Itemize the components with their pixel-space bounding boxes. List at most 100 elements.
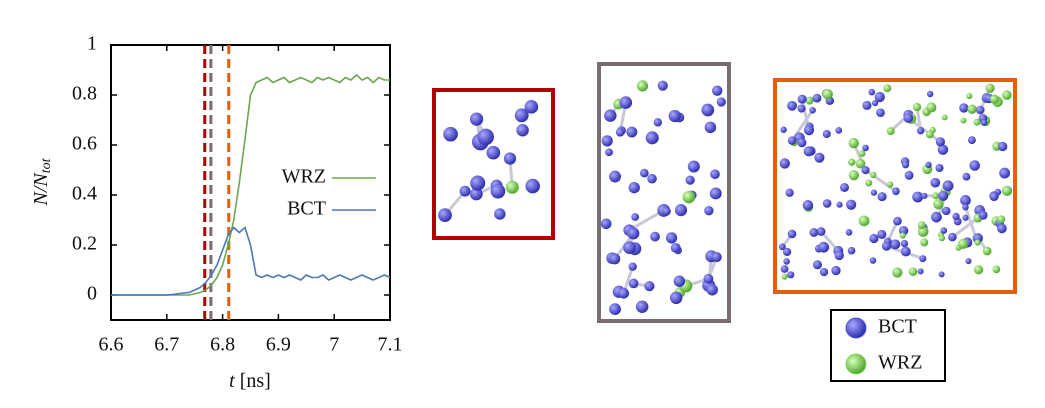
series-line [111, 73, 390, 296]
atom [818, 241, 830, 253]
atom [615, 127, 625, 137]
atom [989, 191, 999, 202]
atom [503, 152, 517, 165]
atom [797, 94, 807, 104]
atom [992, 265, 1001, 274]
atom [647, 173, 657, 184]
atom [952, 212, 960, 221]
legend-label: BCT [878, 316, 917, 338]
x-tick-label: 6.7 [154, 334, 179, 356]
atom [940, 227, 948, 234]
atom [933, 199, 944, 210]
atom [948, 232, 957, 242]
structure-box-3 [773, 78, 1017, 294]
atom [785, 188, 794, 197]
atom [967, 104, 977, 114]
atom [782, 247, 792, 257]
atom [803, 146, 814, 157]
atom [605, 148, 613, 157]
atom [443, 126, 458, 142]
atom [868, 88, 876, 96]
y-tick-label: 0 [87, 283, 97, 305]
atom [623, 241, 636, 255]
atom [908, 267, 918, 277]
atom [912, 191, 924, 203]
atom [797, 104, 806, 113]
y-axis-label: N/Ntot [30, 157, 55, 206]
atom [968, 136, 976, 144]
atom [812, 93, 822, 103]
atom [874, 91, 885, 103]
y-label-main: N/N [30, 172, 52, 207]
atom [670, 242, 681, 253]
atom [997, 141, 1008, 152]
atom [787, 271, 795, 279]
legend-atom [845, 317, 867, 339]
x-label-unit: [ns] [240, 370, 271, 392]
legend-label: WRZ [282, 166, 326, 188]
atom [673, 275, 686, 287]
atom [477, 128, 494, 146]
atom [835, 127, 843, 134]
atom [645, 131, 659, 145]
atom [814, 152, 825, 163]
atom [966, 93, 973, 100]
atom [803, 125, 815, 136]
atom [604, 109, 617, 122]
atom [490, 183, 506, 199]
x-tick-label: 7.1 [378, 334, 403, 356]
y-tick-label: 0.2 [72, 233, 97, 255]
atom [973, 265, 984, 275]
atom [941, 206, 951, 216]
bond [628, 209, 665, 232]
atom [997, 223, 1007, 234]
atom [877, 229, 887, 239]
atom [917, 221, 926, 229]
atom [636, 80, 649, 92]
atom [862, 144, 869, 152]
atom [644, 281, 655, 292]
y-tick-label: 0.6 [72, 133, 97, 155]
atom [938, 190, 949, 201]
atom [935, 163, 944, 173]
atom [999, 167, 1011, 179]
atom [917, 226, 929, 237]
atom [985, 83, 995, 93]
atom [938, 235, 946, 242]
atom [959, 103, 969, 113]
y-tick-label: 0.4 [72, 183, 97, 205]
structure-box-1 [432, 88, 555, 240]
atom [809, 106, 816, 114]
atom [872, 99, 879, 107]
atom [917, 268, 924, 275]
atom [932, 192, 940, 200]
atom [438, 208, 452, 222]
atom [957, 238, 969, 249]
atom [960, 117, 967, 124]
structure-box-2 [597, 62, 731, 323]
atom [846, 199, 857, 210]
y-tick-label: 1 [87, 33, 97, 55]
atom [962, 172, 971, 181]
atom [669, 291, 683, 305]
atom [900, 246, 911, 257]
atom [805, 96, 814, 105]
atom [812, 260, 822, 270]
atom [901, 161, 910, 169]
y-label-sub: tot [39, 157, 54, 173]
atom [783, 258, 790, 265]
atom [848, 158, 856, 166]
atom [858, 150, 866, 157]
atom [662, 207, 671, 216]
atom [470, 175, 486, 191]
atom [937, 144, 949, 155]
atom [938, 271, 945, 278]
atom [876, 108, 885, 118]
atom [836, 201, 843, 208]
atom [870, 171, 877, 179]
atom [997, 215, 1006, 224]
atom [839, 182, 849, 192]
atom [869, 233, 879, 244]
atom [845, 229, 853, 236]
atom [618, 287, 630, 299]
